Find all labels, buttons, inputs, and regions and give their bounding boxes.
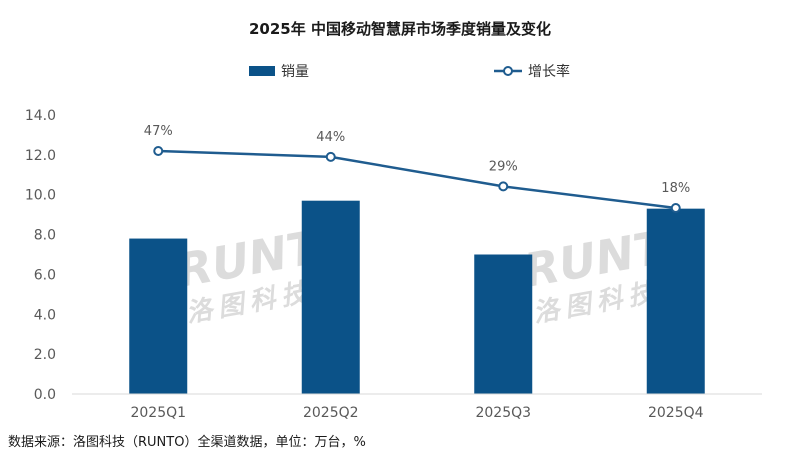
bar-2025Q2: [301, 200, 360, 394]
y-tick-label: 10.0: [25, 188, 56, 204]
y-tick-label: 6.0: [34, 267, 56, 283]
legend-marker-line: [503, 66, 513, 76]
y-tick-label: 8.0: [34, 228, 56, 244]
line-series: 47% 44% 29% 18%: [144, 124, 690, 213]
source-note: 数据来源：洛图科技（RUNTO）全渠道数据，单位：万台，%: [8, 434, 366, 450]
y-tick-label: 4.0: [34, 307, 56, 323]
bar-2025Q1: [129, 238, 188, 394]
legend-swatch-bar: [249, 66, 275, 76]
legend: 销量 增长率: [249, 63, 570, 80]
growth-data-label: 18%: [661, 181, 690, 196]
growth-point-2025Q2: [325, 151, 336, 162]
y-tick-label: 0.0: [34, 387, 56, 403]
growth-data-label: 29%: [489, 159, 518, 174]
bar-series: [129, 200, 705, 394]
growth-point-2025Q4: [670, 203, 681, 213]
x-tick-label: 2025Q1: [130, 405, 186, 421]
growth-point-2025Q3: [498, 181, 509, 192]
y-axis: 0.0 2.0 4.0 6.0 8.0 10.0 12.0 14.0: [25, 108, 56, 403]
bar-2025Q4: [646, 208, 705, 394]
y-tick-label: 2.0: [34, 347, 56, 363]
y-tick-label: 12.0: [25, 148, 56, 164]
y-tick-label: 14.0: [25, 108, 56, 124]
legend-label-line: 增长率: [528, 63, 570, 80]
bar-2025Q3: [474, 254, 533, 394]
growth-point-2025Q1: [153, 146, 164, 156]
growth-data-label: 47%: [144, 124, 173, 139]
chart-title: 2025年 中国移动智慧屏市场季度销量及变化: [249, 20, 551, 38]
growth-line: [158, 149, 676, 210]
x-tick-label: 2025Q3: [475, 405, 531, 421]
x-axis: 2025Q1 2025Q2 2025Q3 2025Q4: [130, 405, 703, 421]
x-tick-label: 2025Q4: [648, 405, 704, 421]
legend-label-bar: 销量: [281, 64, 309, 80]
x-tick-label: 2025Q2: [303, 405, 359, 421]
growth-data-label: 44%: [316, 130, 345, 145]
